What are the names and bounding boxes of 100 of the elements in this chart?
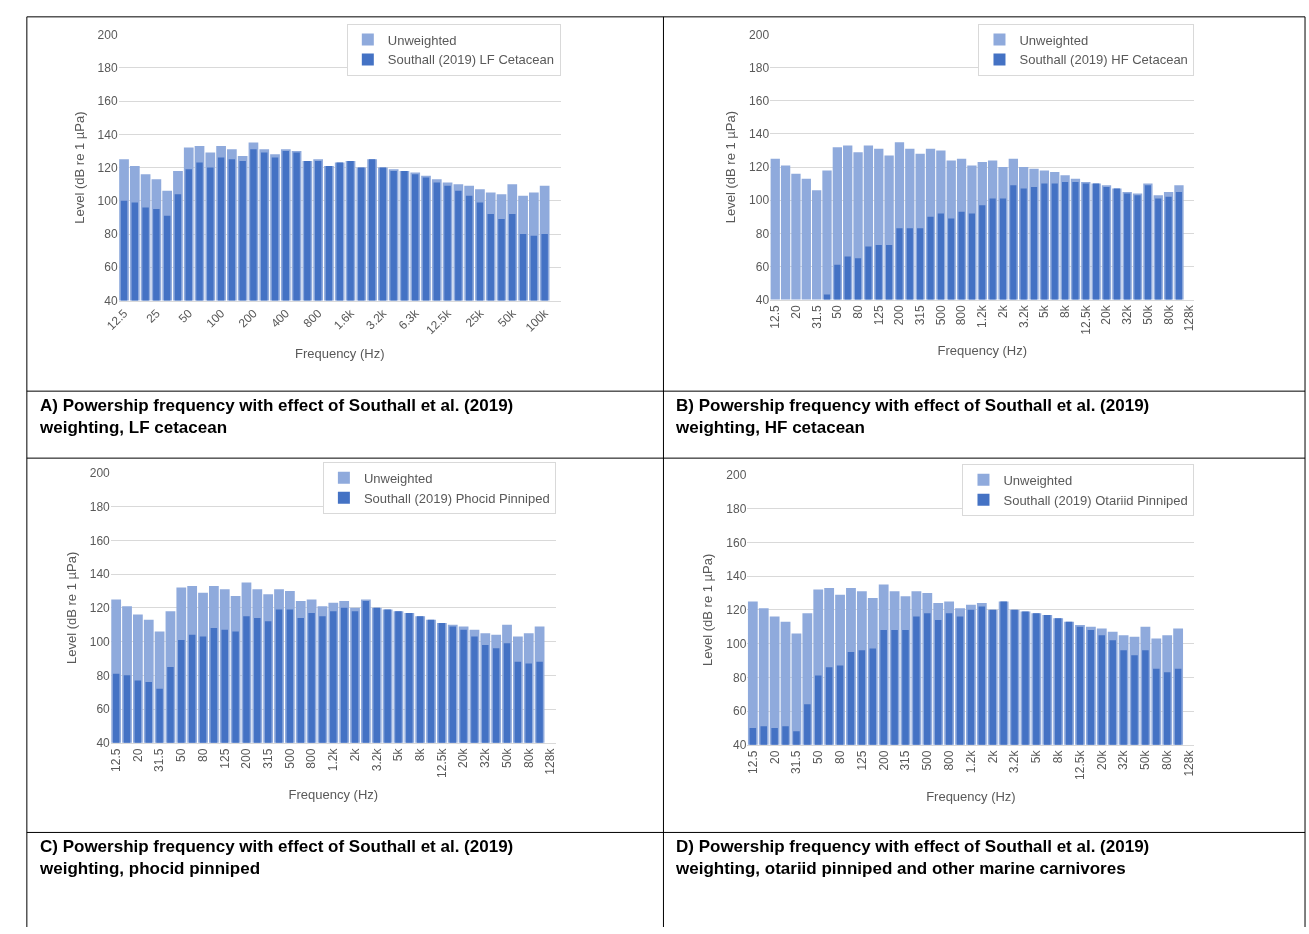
y-tick-label: 40	[104, 293, 118, 308]
text: D) Powership frequency with effect of Southall et al. (2019) weighting, otariid pinniped and other marine carnivores	[675, 837, 1150, 879]
y-tick-label: 140	[97, 127, 118, 142]
y-tick-label: 200	[97, 27, 118, 42]
text: B) Powership frequency with effect of Southall et al. (2019) weighting, HF cetacean	[675, 396, 1150, 438]
y-tick-label: 60	[104, 260, 118, 275]
y-tick-label: 100	[97, 194, 118, 208]
x-tick-label: 800	[954, 305, 969, 326]
x-tick-label: 500	[920, 750, 935, 771]
x-tick-label: 80	[832, 750, 847, 764]
x-tick-label: 50k	[495, 305, 520, 330]
y-tick-label: 60	[96, 702, 111, 717]
y-tick-label: 60	[755, 259, 770, 274]
legend-label: Southall (2019) HF Cetacean	[1019, 52, 1188, 68]
x-tick-label: 128k	[1181, 749, 1196, 777]
x-tick-label: 3.2k	[369, 747, 384, 772]
x-tick-label: 800	[300, 306, 325, 331]
x-tick-label: 25	[143, 306, 163, 326]
x-tick-label: 400	[268, 306, 293, 331]
x-tick-label: 50k	[1138, 749, 1153, 770]
y-tick-label: 80	[96, 668, 111, 683]
x-tick-label: 12.5k	[1072, 749, 1087, 780]
y-tick-label: 100	[89, 634, 111, 649]
x-tick-label: 12.5	[109, 748, 124, 772]
x-tick-label: 5k	[1029, 749, 1044, 764]
y-tick-label: 80	[755, 226, 770, 241]
x-tick-label: 12.5k	[1078, 304, 1093, 335]
x-tick-label: 50k	[499, 747, 514, 768]
y-tick-label: 80	[733, 670, 747, 685]
y-tick-label: 160	[89, 533, 111, 548]
x-tick-label: 500	[933, 305, 948, 326]
y-axis-title: Level (dB re 1 µPa)	[63, 551, 79, 664]
x-axis-title: Frequency (Hz)	[294, 345, 385, 361]
x-tick-label: 6.3k	[395, 305, 423, 333]
x-tick-label: 3.2k	[363, 305, 390, 333]
legend-label: Unweighted	[363, 470, 433, 486]
x-tick-label: 1.2k	[975, 304, 990, 329]
x-tick-label: 80k	[1161, 304, 1176, 325]
y-tick-label: 200	[89, 466, 111, 481]
x-tick-label: 50	[175, 306, 196, 326]
x-tick-label: 2k	[995, 304, 1010, 319]
y-tick-label: 40	[96, 736, 111, 750]
legend-label: Unweighted	[1003, 472, 1073, 488]
x-tick-label: 8k	[1051, 749, 1066, 764]
y-tick-label: 180	[749, 60, 770, 75]
x-tick-label: 80	[195, 748, 210, 762]
x-axis-title: Frequency (Hz)	[288, 786, 379, 802]
x-tick-label: 2k	[347, 747, 362, 762]
x-tick-label: 200	[892, 305, 907, 326]
y-tick-label: 180	[97, 61, 118, 76]
x-tick-label: 80	[850, 305, 865, 319]
x-tick-label: 20	[767, 750, 782, 764]
x-tick-label: 200	[235, 306, 261, 331]
x-axis-title: Frequency (Hz)	[937, 343, 1028, 359]
x-tick-label: 32k	[1120, 304, 1135, 325]
y-tick-label: 120	[749, 160, 770, 175]
y-tick-label: 160	[97, 94, 118, 109]
x-tick-label: 500	[282, 748, 297, 769]
x-tick-label: 31.5	[152, 748, 167, 772]
x-tick-label: 125	[854, 750, 869, 771]
x-tick-label: 8k	[1057, 304, 1072, 319]
legend-label: Southall (2019) Phocid Pinniped	[363, 490, 550, 506]
y-tick-label: 140	[726, 569, 747, 584]
x-tick-label: 12.5k	[434, 747, 449, 778]
x-tick-label: 31.5	[809, 305, 824, 329]
x-tick-label: 1.2k	[963, 749, 978, 774]
text: C) Powership frequency with effect of Southall et al. (2019) weighting, phocid pinniped	[39, 837, 514, 879]
x-tick-label: 20k	[1094, 749, 1109, 770]
x-tick-label: 12.5	[768, 305, 783, 329]
x-tick-label: 2k	[985, 749, 1000, 764]
x-tick-label: 100	[203, 306, 228, 331]
x-tick-label: 25k	[462, 305, 487, 330]
y-tick-label: 60	[733, 704, 747, 719]
y-tick-label: 40	[755, 292, 770, 307]
y-tick-label: 140	[89, 567, 111, 582]
y-tick-label: 120	[726, 603, 747, 618]
x-tick-label: 5k	[391, 747, 406, 762]
legend-label: Southall (2019) Otariid Pinniped	[1003, 492, 1188, 508]
y-axis-title: Level (dB re 1 µPa)	[722, 110, 738, 224]
x-tick-label: 800	[304, 748, 319, 769]
y-tick-label: 120	[97, 160, 118, 175]
x-tick-label: 8k	[413, 747, 428, 762]
x-tick-label: 50	[811, 750, 826, 764]
x-tick-label: 50	[174, 748, 189, 762]
x-tick-label: 50k	[1140, 304, 1155, 325]
x-tick-label: 315	[898, 750, 913, 771]
y-tick-label: 80	[104, 227, 118, 242]
x-tick-label: 20	[788, 305, 803, 319]
y-tick-label: 200	[726, 468, 747, 483]
x-tick-label: 200	[876, 750, 891, 771]
x-tick-label: 128k	[1182, 304, 1197, 332]
x-tick-label: 315	[261, 748, 276, 769]
x-tick-label: 125	[217, 748, 232, 769]
y-tick-label: 120	[89, 601, 111, 616]
x-tick-label: 1.2k	[326, 747, 341, 772]
x-tick-label: 5k	[1037, 304, 1052, 319]
x-tick-label: 32k	[1116, 749, 1131, 770]
y-tick-label: 200	[749, 27, 770, 42]
x-tick-label: 80k	[521, 747, 536, 768]
legend-label: Southall (2019) LF Cetacean	[387, 52, 555, 68]
